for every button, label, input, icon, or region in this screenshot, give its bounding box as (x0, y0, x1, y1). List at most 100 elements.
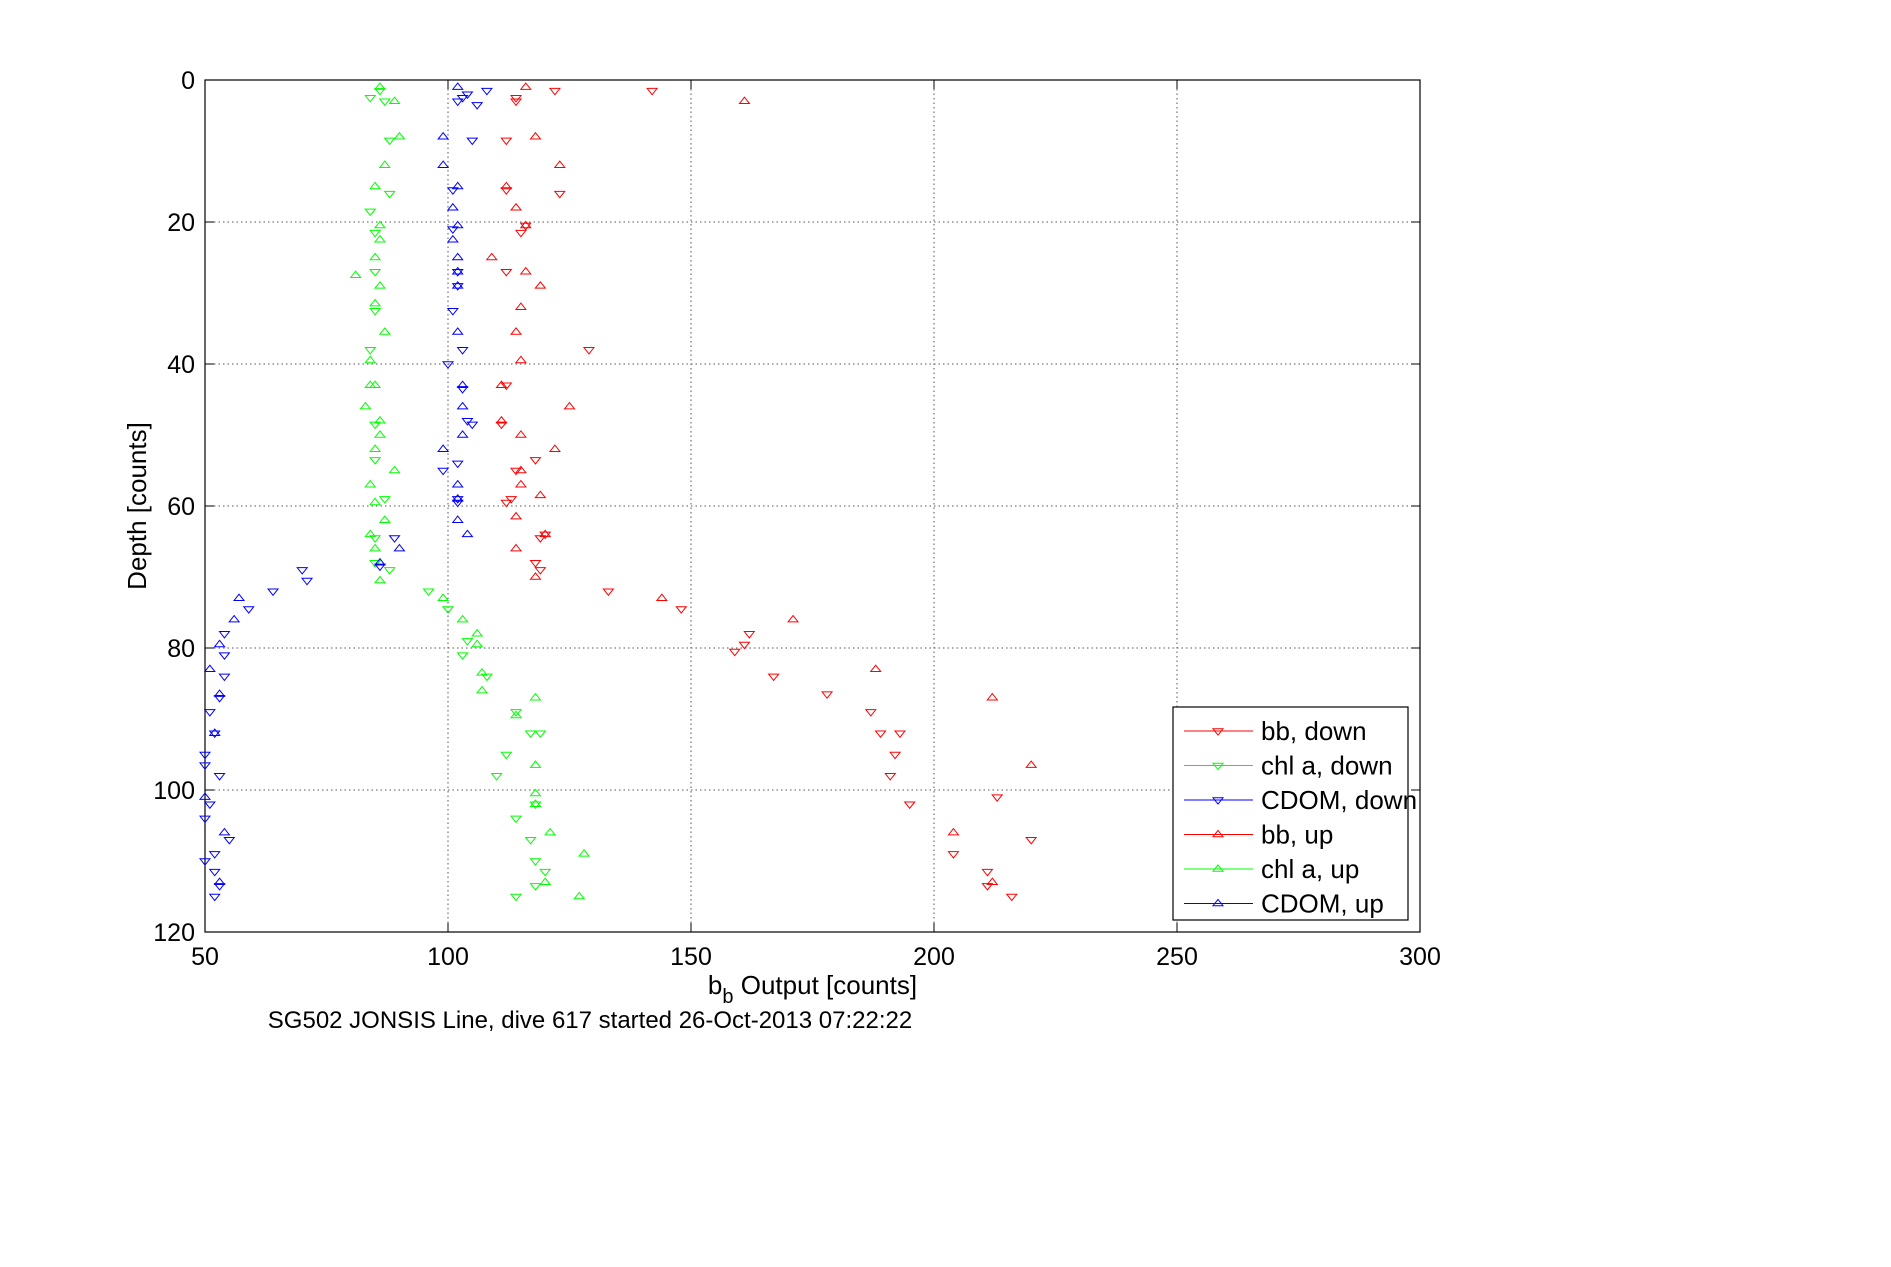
data-point (500, 382, 513, 391)
data-point (437, 160, 450, 168)
series-bb-up (485, 82, 1038, 886)
data-point (787, 614, 800, 623)
legend-label: chl a, up (1261, 854, 1359, 884)
data-point (461, 529, 474, 538)
data-point (602, 588, 615, 597)
legend-label: bb, up (1261, 820, 1333, 850)
data-point (728, 648, 741, 657)
legend-marker (1211, 864, 1225, 872)
data-point (529, 131, 542, 140)
legend-item: bb, up (1184, 820, 1333, 850)
data-point (373, 557, 386, 566)
data-point (466, 137, 479, 146)
data-point (986, 692, 999, 701)
data-point (213, 883, 226, 891)
data-point (510, 709, 523, 717)
data-point (495, 380, 508, 389)
data-point (451, 479, 464, 488)
data-point (991, 794, 1004, 802)
data-point (519, 222, 532, 231)
data-point (869, 664, 882, 673)
data-point (893, 730, 907, 739)
data-point (383, 137, 396, 146)
data-point (471, 628, 484, 637)
data-point (228, 614, 241, 623)
legend-item: CDOM, up (1184, 889, 1384, 919)
data-point (510, 815, 523, 824)
data-point (369, 298, 382, 307)
data-point (437, 444, 450, 452)
data-point (213, 773, 226, 781)
data-point (738, 96, 751, 105)
data-point (369, 181, 382, 190)
data-point (383, 190, 396, 199)
data-point (208, 851, 221, 859)
data-point (451, 266, 464, 275)
data-point (539, 877, 552, 886)
axis-ticks: 50 100 150 200 250 300 0 20 40 60 80 100 120 (153, 67, 1441, 971)
data-point (529, 560, 542, 568)
data-point (451, 283, 464, 291)
data-point (218, 652, 231, 660)
data-point (466, 421, 479, 430)
legend: bb, down chl a, down CDOM, down bb, up chl a… (1172, 706, 1417, 921)
data-point (534, 281, 547, 289)
data-point (378, 98, 391, 107)
data-point (514, 355, 527, 364)
legend-label: CDOM, up (1261, 889, 1384, 919)
data-point (519, 266, 532, 275)
data-point (510, 327, 523, 335)
x-tick-label: 200 (913, 943, 955, 971)
data-point (500, 751, 513, 760)
data-point (364, 95, 377, 103)
x-axis-label-subscript: b (722, 986, 733, 1008)
data-point (743, 631, 756, 639)
data-point (573, 891, 586, 900)
data-point (675, 606, 688, 614)
data-point (373, 220, 386, 229)
data-point (500, 137, 513, 146)
data-point (451, 252, 464, 261)
data-point (539, 868, 552, 877)
y-tick-label: 100 (153, 777, 195, 805)
data-point (461, 638, 474, 646)
data-point (451, 327, 464, 335)
data-point (529, 572, 542, 580)
data-point (578, 849, 591, 857)
data-point (373, 563, 386, 572)
data-point (446, 308, 459, 316)
data-point (208, 893, 221, 902)
data-point (500, 268, 513, 277)
data-point (359, 401, 372, 410)
legend-item: chl a, down (1184, 751, 1393, 781)
data-point (378, 515, 391, 523)
data-point (456, 386, 469, 394)
data-point (529, 883, 542, 891)
data-point (301, 577, 314, 586)
data-point (529, 692, 542, 701)
data-point (1005, 893, 1018, 902)
data-point (821, 691, 834, 700)
data-point (349, 270, 362, 278)
data-point (510, 893, 523, 902)
data-point (373, 281, 386, 289)
legend-marker (1211, 762, 1225, 771)
series-cdom-up (198, 82, 474, 886)
data-point (947, 827, 960, 836)
legend-marker (1211, 728, 1225, 736)
data-point (534, 567, 547, 575)
data-point (393, 131, 406, 140)
series-bb-down (495, 87, 1038, 902)
x-tick-label: 100 (427, 943, 469, 971)
data-point (655, 593, 668, 602)
data-point (582, 347, 595, 355)
data-point (889, 751, 902, 760)
data-point (451, 82, 464, 90)
data-point (539, 529, 552, 538)
x-tick-label: 50 (191, 943, 219, 971)
legend-item: chl a, up (1184, 854, 1359, 884)
data-point (198, 751, 212, 760)
